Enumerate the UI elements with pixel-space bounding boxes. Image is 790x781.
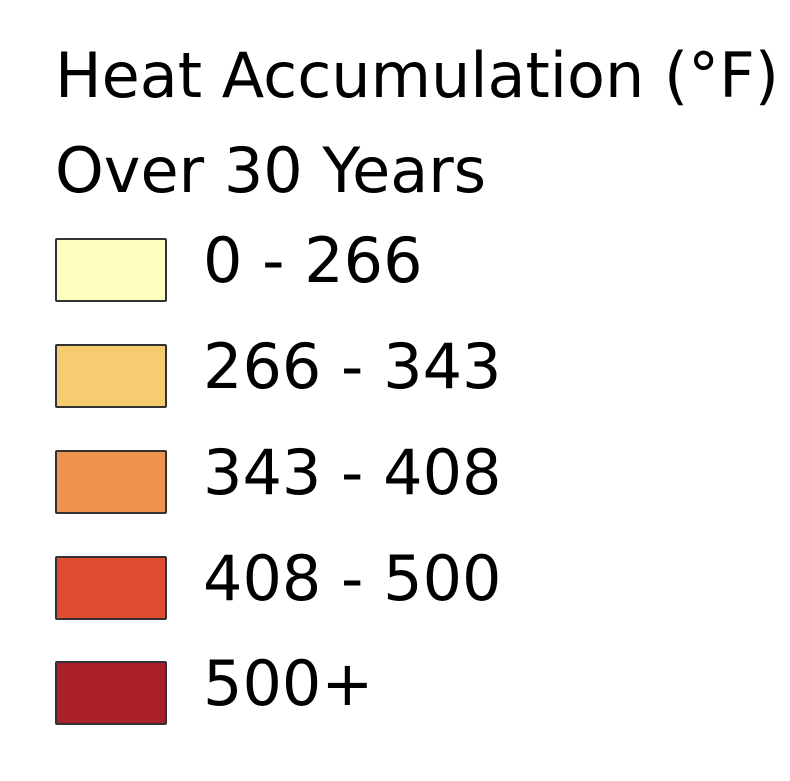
legend-item-label: 343 - 408 — [203, 436, 502, 509]
legend-item-label: 0 - 266 — [203, 224, 423, 297]
legend-item: 0 - 266 — [55, 230, 755, 304]
legend-swatch — [55, 344, 167, 408]
legend-item-label: 500+ — [203, 647, 374, 720]
legend-subtitle: Over 30 Years — [55, 134, 487, 207]
legend-item: 343 - 408 — [55, 442, 755, 516]
legend-item-label: 408 - 500 — [203, 542, 502, 615]
legend-item: 500+ — [55, 653, 755, 727]
legend-swatch — [55, 556, 167, 620]
legend-title: Heat Accumulation (°F) — [55, 39, 779, 112]
legend-swatch — [55, 661, 167, 725]
legend-item-label: 266 - 343 — [203, 330, 502, 403]
legend-swatch — [55, 238, 167, 302]
legend-item: 266 - 343 — [55, 336, 755, 410]
legend-swatch — [55, 450, 167, 514]
legend-item: 408 - 500 — [55, 548, 755, 622]
